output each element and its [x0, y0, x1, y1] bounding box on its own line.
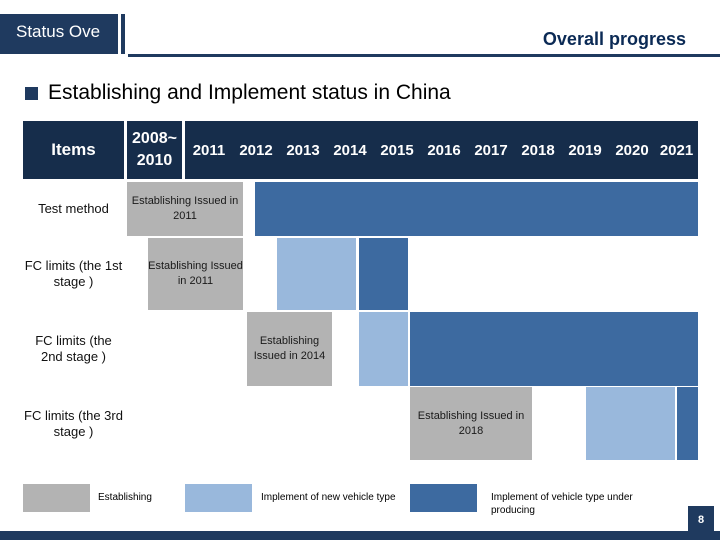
- year-header: 2011: [185, 121, 233, 179]
- square-bullet-icon: [25, 87, 38, 100]
- footer-bar: [0, 531, 720, 540]
- row-label-fc-limits-1st: FC limits (the 1st stage ): [24, 258, 123, 289]
- year-header: 2013: [279, 121, 327, 179]
- year-header: 2019: [561, 121, 609, 179]
- year-header: 2017: [467, 121, 515, 179]
- implement-new-bar: [277, 238, 356, 310]
- items-column-header: Items: [23, 121, 124, 179]
- slide-title: Overall progress: [542, 29, 686, 49]
- year-header: 2016: [420, 121, 468, 179]
- implement-producing-bar: [359, 238, 408, 310]
- row-label-test-method: Test method: [38, 201, 109, 216]
- establishing-bar: Establishing Issued in 2014: [247, 312, 332, 386]
- legend-swatch-implement-producing: [410, 484, 477, 512]
- first-period-header: 2008~ 2010: [127, 121, 182, 179]
- year-header: 2021: [655, 121, 698, 179]
- implement-new-bar: [359, 312, 408, 386]
- legend-label-establishing: Establishing: [98, 492, 152, 503]
- implement-producing-bar: [410, 312, 698, 386]
- year-header: 2014: [326, 121, 374, 179]
- header-divider: [121, 14, 125, 54]
- implement-producing-bar: [677, 387, 698, 460]
- section-subtitle: Establishing and Implement status in Chi…: [48, 81, 451, 104]
- status-overview-tab: Status Ove: [0, 14, 118, 54]
- establishing-bar: Establishing Issued in 2011: [148, 238, 243, 310]
- implement-new-bar: [586, 387, 675, 460]
- status-label: Status Ove: [16, 22, 101, 41]
- year-header: 2015: [373, 121, 421, 179]
- page-number: 8: [688, 506, 714, 534]
- year-header: 2012: [232, 121, 280, 179]
- establishing-bar: Establishing Issued in 2011: [127, 182, 243, 236]
- legend-swatch-implement-new: [185, 484, 252, 512]
- legend-swatch-establishing: [23, 484, 90, 512]
- legend-label-implement-new: Implement of new vehicle type: [261, 492, 396, 503]
- implement-producing-bar: [255, 182, 698, 236]
- header-rule: [128, 54, 720, 57]
- legend-label-implement-producing: Implement of vehicle type under producin…: [491, 492, 633, 516]
- row-label-fc-limits-3rd: FC limits (the 3rd stage ): [24, 407, 123, 439]
- year-header: 2018: [514, 121, 562, 179]
- year-header: 2020: [608, 121, 656, 179]
- establishing-bar: Establishing Issued in 2018: [410, 387, 532, 460]
- row-label-fc-limits-2nd: FC limits (the 2nd stage ): [35, 333, 112, 364]
